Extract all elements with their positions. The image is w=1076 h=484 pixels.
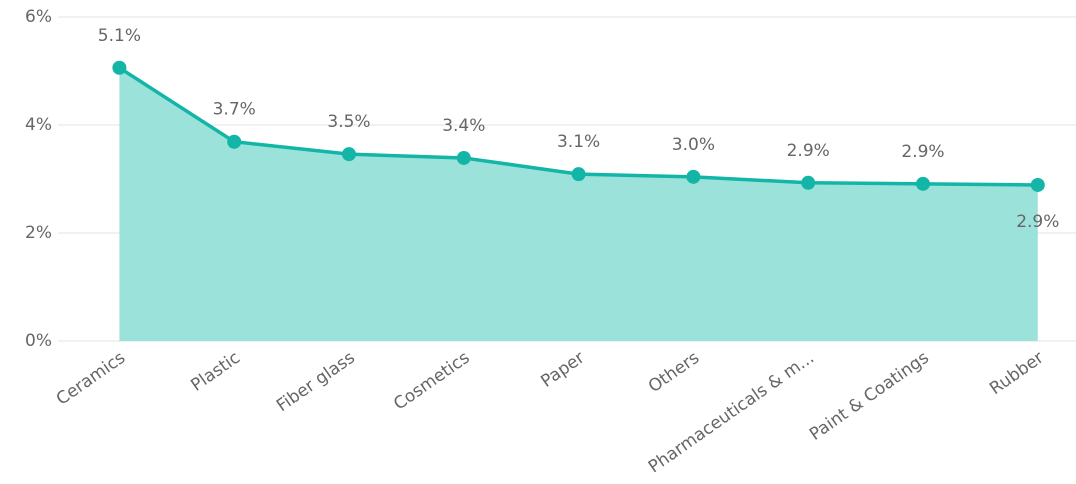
point — [227, 134, 242, 149]
y-tick-label: 2% — [25, 223, 52, 243]
point — [112, 60, 127, 75]
x-tick-label: Plastic — [187, 348, 244, 396]
x-tick-label: Ceramics — [53, 348, 129, 410]
data-label: 2.9% — [901, 142, 944, 162]
y-tick-label: 6% — [25, 7, 52, 27]
x-tick-label: Paper — [537, 348, 588, 392]
x-tick-label: Cosmetics — [390, 348, 473, 415]
x-tick-label: Others — [645, 348, 703, 397]
point — [801, 175, 816, 190]
data-label: 3.5% — [327, 112, 370, 132]
point — [916, 176, 930, 191]
point — [342, 147, 356, 162]
data-label: 3.1% — [557, 132, 600, 152]
data-label: 3.7% — [213, 100, 256, 120]
data-label: 2.9% — [1016, 212, 1059, 232]
data-label: 3.0% — [672, 135, 715, 155]
point — [571, 167, 586, 182]
data-label: 5.1% — [98, 26, 141, 46]
data-label: 3.4% — [442, 116, 485, 136]
point — [456, 150, 471, 165]
x-tick-label: Rubber — [986, 348, 1047, 399]
point — [1030, 177, 1045, 192]
y-tick-label: 4% — [25, 115, 52, 135]
point — [686, 169, 701, 184]
x-tick-label: Fiber glass — [273, 348, 359, 416]
x-tick-label: Paint & Coatings — [806, 348, 933, 445]
data-label: 2.9% — [787, 141, 830, 161]
area-fill — [119, 67, 1038, 341]
y-tick-label: 0% — [25, 331, 52, 351]
